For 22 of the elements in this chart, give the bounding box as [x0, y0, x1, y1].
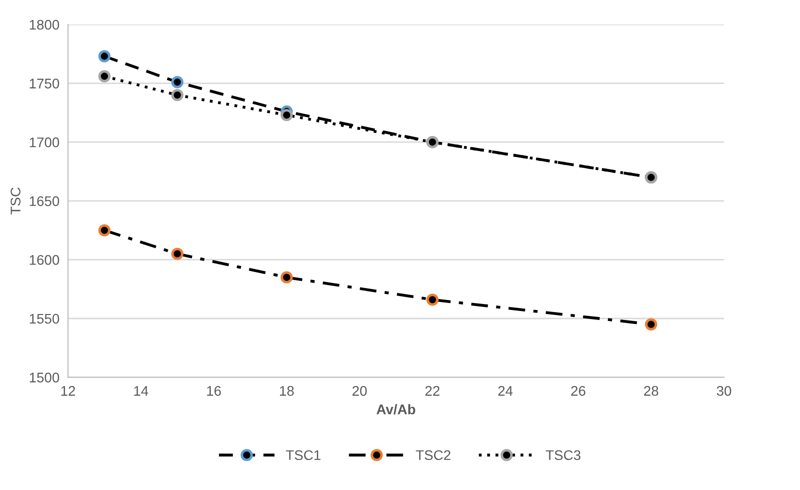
- x-tick-label: 24: [498, 386, 513, 396]
- x-tick-label: 14: [134, 386, 148, 396]
- x-tick-label: 12: [61, 386, 76, 396]
- legend-label: TSC1: [286, 450, 320, 460]
- y-tick-label: 1550: [30, 314, 60, 324]
- legend-label: TSC2: [416, 450, 450, 460]
- y-tick-label: 1700: [30, 137, 60, 148]
- y-tick-label: 1650: [30, 196, 60, 206]
- y-tick-label: 1750: [30, 78, 60, 88]
- x-tick-label: 30: [716, 386, 732, 396]
- legend-label: TSC3: [546, 450, 580, 460]
- y-axis-title: TSC: [10, 188, 20, 214]
- y-tick-label: 1600: [30, 255, 60, 265]
- x-tick-label: 22: [425, 386, 440, 396]
- x-tick-label: 16: [207, 386, 221, 396]
- x-tick-label: 18: [280, 386, 294, 396]
- x-tick-label: 26: [571, 386, 586, 396]
- x-tick-label: 28: [644, 386, 658, 396]
- y-tick-label: 1500: [30, 372, 60, 382]
- x-tick-label: 20: [352, 386, 367, 396]
- x-axis-title: Av/Ab: [376, 404, 416, 414]
- y-tick-label: 1800: [30, 20, 60, 30]
